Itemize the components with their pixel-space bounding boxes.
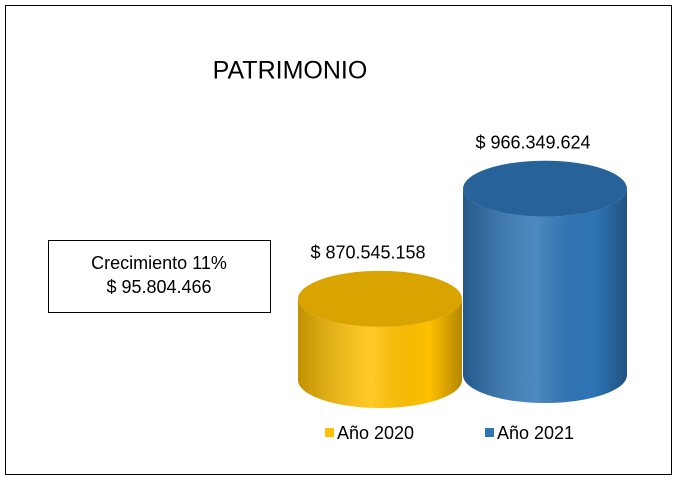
cylinder: [463, 160, 627, 403]
legend-label: Año 2020: [337, 423, 414, 443]
cylinder-top: [298, 270, 462, 327]
legend-label: Año 2021: [497, 423, 574, 443]
cylinder: [298, 270, 462, 408]
annotation: $ 95.804.466: [106, 277, 211, 297]
annotation-box: [48, 240, 271, 313]
legend-swatch: [325, 428, 334, 437]
cylinder-top-shade: [298, 270, 462, 327]
cylinder-top-shade: [463, 160, 627, 217]
cylinder-shade: [298, 298, 462, 408]
value-label: $ 870.545.158: [310, 243, 425, 263]
chart-title: PATRIMONIO: [213, 57, 368, 85]
legend-swatch: [485, 428, 494, 437]
value-label: $ 966.349.624: [475, 132, 590, 152]
annotation: Crecimiento 11%: [91, 253, 227, 273]
cylinder-top: [463, 160, 627, 217]
cylinder-shade: [463, 188, 627, 403]
